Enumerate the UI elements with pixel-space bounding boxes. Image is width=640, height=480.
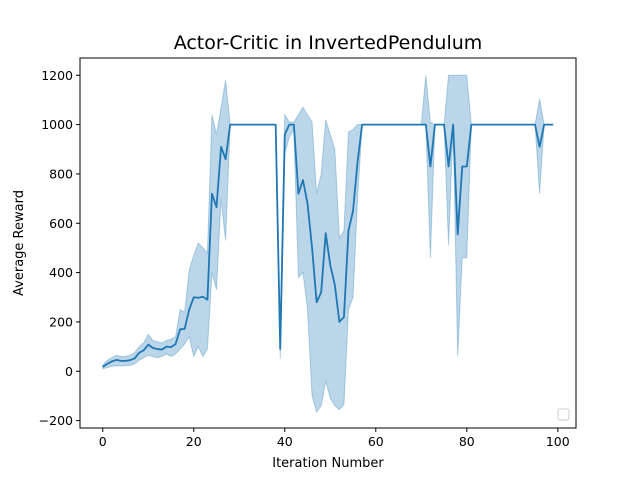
x-tick-label: 20 xyxy=(186,434,202,449)
plot-area xyxy=(79,57,577,429)
y-tick-label: 200 xyxy=(49,314,73,329)
y-axis: −200 0 200 400 600 800 1000 1200 xyxy=(39,68,80,428)
x-axis: 0 20 40 60 80 100 xyxy=(99,428,570,449)
y-tick-label: 800 xyxy=(49,166,73,181)
chart-title: Actor-Critic in InvertedPendulum xyxy=(174,32,483,54)
x-tick-label: 40 xyxy=(277,434,293,449)
y-tick-label: 600 xyxy=(49,216,73,231)
x-tick-label: 100 xyxy=(546,434,570,449)
x-tick-label: 60 xyxy=(368,434,384,449)
y-tick-label: 1200 xyxy=(41,68,73,83)
x-tick-label: 0 xyxy=(99,434,107,449)
x-axis-label: Iteration Number xyxy=(272,456,384,471)
y-axis-label: Average Reward xyxy=(12,190,27,296)
mean-reward-line xyxy=(102,123,554,368)
y-tick-label: −200 xyxy=(39,413,73,428)
y-tick-label: 0 xyxy=(65,364,73,379)
plot-frame xyxy=(79,57,577,429)
legend-box xyxy=(557,408,570,421)
x-tick-label: 80 xyxy=(459,434,475,449)
y-tick-label: 400 xyxy=(49,265,73,280)
y-tick-label: 1000 xyxy=(41,117,73,132)
